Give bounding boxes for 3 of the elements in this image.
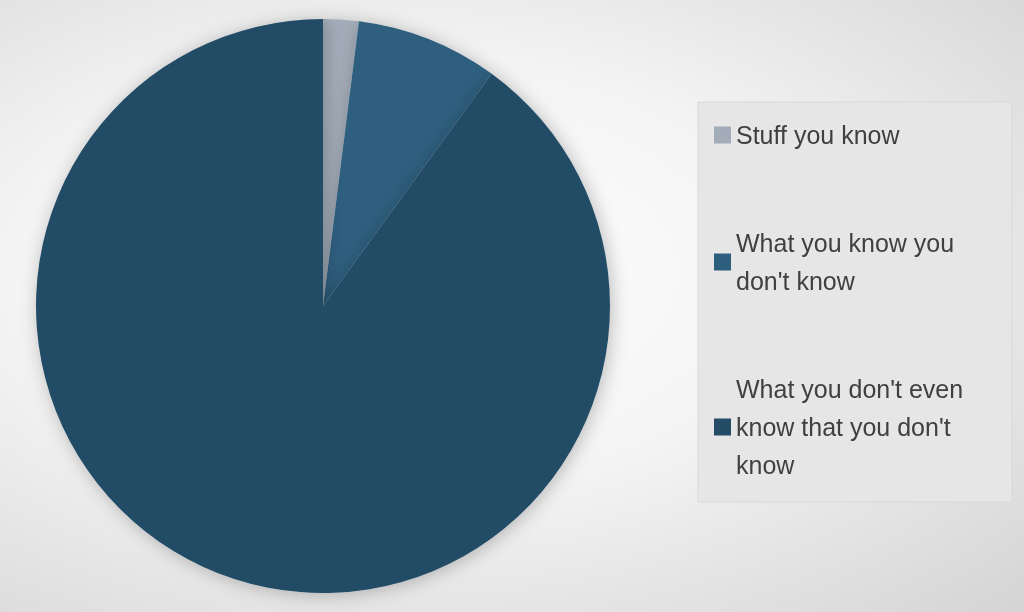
legend-label: What you know you don't know <box>736 229 962 295</box>
legend-label: Stuff you know <box>736 121 901 149</box>
legend-label: What you don't even know that you don't know <box>736 375 971 479</box>
